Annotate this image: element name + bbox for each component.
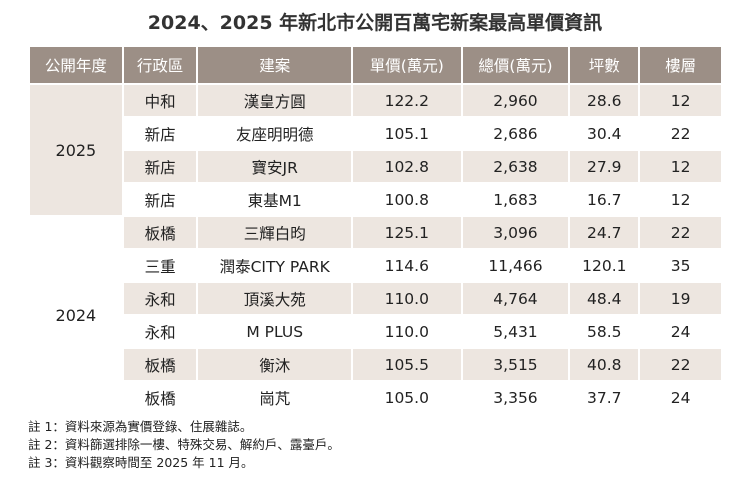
cell: 3,096: [460, 215, 571, 250]
note: 註 1：資料來源為實價登錄、住展雜誌。: [28, 419, 253, 434]
note: 註 2：資料篩選排除一樓、特殊交易、解約戶、露臺戶。: [28, 437, 340, 452]
cell: 新店: [121, 149, 199, 184]
cell: 崗芃: [196, 380, 353, 415]
cell: 105.0: [350, 380, 463, 415]
table: 公開年度 行政區 建案 單價(萬元) 總價(萬元) 坪數 樓層 2025 中和 漢皇方圓 122.…: [28, 45, 723, 415]
row: 新店 東基M1 100.8 1,683 16.7 12: [29, 182, 723, 217]
cell: 三重: [121, 248, 199, 283]
cell: 新店: [121, 116, 199, 151]
cell: 35: [638, 248, 723, 283]
cell: 105.1: [350, 116, 463, 151]
cell: 22: [638, 215, 723, 250]
table-body: 2025 中和 漢皇方圓 122.2 2,960 28.6 12 新店 友座明明德 105.1 2,…: [28, 83, 723, 415]
cell: 2,638: [460, 149, 571, 184]
cell: 2,960: [460, 83, 571, 118]
notes: 註 1：資料來源為實價登錄、住展雜誌。註 2：資料篩選排除一樓、特殊交易、解約戶…: [28, 418, 340, 472]
row: 2024 板橋 三輝白昀 125.1 3,096 24.7 22: [28, 215, 723, 415]
cell: 22: [638, 347, 723, 382]
row: 2025 中和 漢皇方圓 122.2 2,960 28.6 12: [28, 83, 723, 217]
cell: 58.5: [568, 314, 641, 349]
cell: 4,764: [460, 281, 571, 316]
note: 註 3：資料觀察時間至 2025 年 11 月。: [28, 455, 254, 470]
header-cell: 單價(萬元): [350, 45, 463, 85]
cell: 永和: [121, 281, 199, 316]
row: 永和 M PLUS 110.0 5,431 58.5 24: [29, 314, 723, 349]
row: 永和 頂溪大苑 110.0 4,764 48.4 19: [29, 281, 723, 316]
cell: 120.1: [568, 248, 641, 283]
cell: 22: [638, 116, 723, 151]
cell: 114.6: [350, 248, 463, 283]
cell: 3,515: [460, 347, 571, 382]
cell: M PLUS: [196, 314, 353, 349]
cell: 110.0: [350, 314, 463, 349]
row: 新店 寶安JR 102.8 2,638 27.9 12: [29, 149, 723, 184]
cell: 12: [638, 149, 723, 184]
cell: 1,683: [460, 182, 571, 217]
cell: 125.1: [350, 215, 463, 250]
cell: 板橋: [121, 347, 199, 382]
header-cell: 建案: [196, 45, 353, 85]
cell: 102.8: [350, 149, 463, 184]
cell: 中和: [121, 83, 199, 118]
year-cell: 2025: [28, 83, 124, 217]
cell: 37.7: [568, 380, 641, 415]
row: 板橋 衡沐 105.5 3,515 40.8 22: [29, 347, 723, 382]
cell: 105.5: [350, 347, 463, 382]
cell: 19: [638, 281, 723, 316]
cell: 漢皇方圓: [196, 83, 353, 118]
header-cell: 行政區: [121, 45, 199, 85]
cell: 48.4: [568, 281, 641, 316]
row: 新店 友座明明德 105.1 2,686 30.4 22: [29, 116, 723, 151]
cell: 潤泰CITY PARK: [196, 248, 353, 283]
cell: 122.2: [350, 83, 463, 118]
cell: 5,431: [460, 314, 571, 349]
cell: 40.8: [568, 347, 641, 382]
cell: 東基M1: [196, 182, 353, 217]
cell: 100.8: [350, 182, 463, 217]
header-row: 公開年度 行政區 建案 單價(萬元) 總價(萬元) 坪數 樓層: [28, 45, 723, 85]
row: 三重 潤泰CITY PARK 114.6 11,466 120.1 35: [29, 248, 723, 283]
cell: 三輝白昀: [196, 215, 353, 250]
cell: 30.4: [568, 116, 641, 151]
cell: 28.6: [568, 83, 641, 118]
cell: 板橋: [121, 215, 199, 250]
cell: 板橋: [121, 380, 199, 415]
cell: 2,686: [460, 116, 571, 151]
cell: 11,466: [460, 248, 571, 283]
cell: 新店: [121, 182, 199, 217]
row: 板橋 崗芃 105.0 3,356 37.7 24: [29, 380, 723, 415]
cell: 頂溪大苑: [196, 281, 353, 316]
cell: 永和: [121, 314, 199, 349]
cell: 110.0: [350, 281, 463, 316]
header-cell: 公開年度: [28, 45, 124, 85]
header-cell: 樓層: [638, 45, 723, 85]
cell: 寶安JR: [196, 149, 353, 184]
cell: 16.7: [568, 182, 641, 217]
year-cell: 2024: [28, 215, 124, 415]
cell: 12: [638, 83, 723, 118]
header-cell: 坪數: [568, 45, 641, 85]
cell: 衡沐: [196, 347, 353, 382]
cell: 24.7: [568, 215, 641, 250]
cell: 3,356: [460, 380, 571, 415]
cell: 12: [638, 182, 723, 217]
cell: 24: [638, 380, 723, 415]
cell: 友座明明德: [196, 116, 353, 151]
cell: 24: [638, 314, 723, 349]
header-cell: 總價(萬元): [460, 45, 571, 85]
title: 2024、2025 年新北市公開百萬宅新案最高單價資訊: [147, 12, 603, 34]
cell: 27.9: [568, 149, 641, 184]
